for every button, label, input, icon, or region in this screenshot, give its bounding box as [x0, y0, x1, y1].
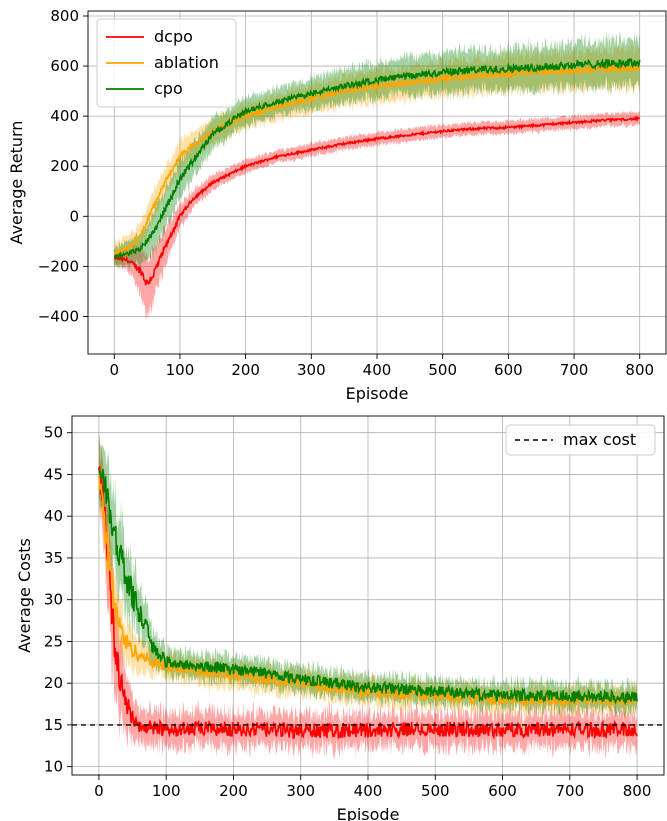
x-tick-label: 800 [623, 782, 652, 800]
legend-label-cpo: cpo [154, 79, 183, 98]
x-tick-label: 800 [625, 361, 654, 379]
y-tick-label: −200 [38, 257, 79, 275]
x-tick-label: 100 [152, 782, 181, 800]
y-tick-label: 600 [50, 57, 79, 75]
series-band-ablation [98, 443, 638, 722]
series-line-ablation [113, 63, 641, 256]
y-tick-label: 25 [44, 632, 63, 650]
legend: max cost [505, 424, 656, 456]
legend: dcpo ablation cpo [96, 18, 237, 108]
x-tick-label: 0 [94, 782, 104, 800]
x-tick-label: 300 [286, 782, 315, 800]
x-tick-label: 700 [555, 782, 584, 800]
series-line-dcpo [98, 466, 638, 741]
x-tick-label: 100 [166, 361, 195, 379]
x-axis-label: Episode [337, 805, 400, 821]
legend-label-ablation: ablation [154, 53, 219, 72]
y-tick-label: 0 [69, 207, 79, 225]
x-tick-label: 600 [488, 782, 517, 800]
x-axis-label: Episode [346, 384, 409, 403]
series-band-cpo [98, 433, 638, 720]
x-tick-label: 500 [421, 782, 450, 800]
chart-1: 0 100 200 300 400 500 600 700 800 −400 −200 0 200 400… [7, 7, 667, 403]
y-axis-label: Average Costs [15, 538, 34, 653]
series-band-dcpo [114, 110, 640, 322]
y-tick-label: 400 [50, 107, 79, 125]
x-tick-label: 400 [354, 782, 383, 800]
y-axis-label: Average Return [7, 121, 26, 245]
legend-label-dcpo: dcpo [154, 27, 193, 46]
y-tick-label: 20 [44, 674, 63, 692]
x-tick-label: 200 [231, 361, 260, 379]
series-line-cpo [113, 58, 641, 261]
legend-label-max-cost: max cost [563, 430, 636, 449]
x-tick-label: 300 [297, 361, 326, 379]
legend-box [96, 18, 237, 108]
y-tick-label: 800 [50, 7, 79, 25]
chart-2: 0 100 200 300 400 500 600 700 800 10 15 20 25 30 35 40 4… [15, 415, 665, 821]
plot-area [113, 30, 641, 322]
series-line-dcpo [113, 115, 641, 286]
x-tick-label: 400 [363, 361, 392, 379]
y-tick-label: 45 [44, 465, 63, 483]
x-tick-label: 500 [428, 361, 457, 379]
x-tick-label: 600 [494, 361, 523, 379]
series-band-cpo [114, 30, 640, 271]
series-line-cpo [98, 468, 638, 706]
x-tick-label: 700 [560, 361, 589, 379]
y-tick-label: 200 [50, 157, 79, 175]
y-tick-label: 35 [44, 549, 63, 567]
y-tick-label: 30 [44, 591, 63, 609]
y-tick-label: 15 [44, 716, 63, 734]
x-tick-label: 0 [109, 361, 119, 379]
x-tick-label: 200 [219, 782, 248, 800]
y-tick-label: 40 [44, 507, 63, 525]
y-tick-label: 10 [44, 758, 63, 776]
y-tick-label: −400 [38, 307, 79, 325]
plot-area [98, 433, 638, 760]
y-tick-label: 50 [44, 424, 63, 442]
legend-box [505, 424, 656, 456]
